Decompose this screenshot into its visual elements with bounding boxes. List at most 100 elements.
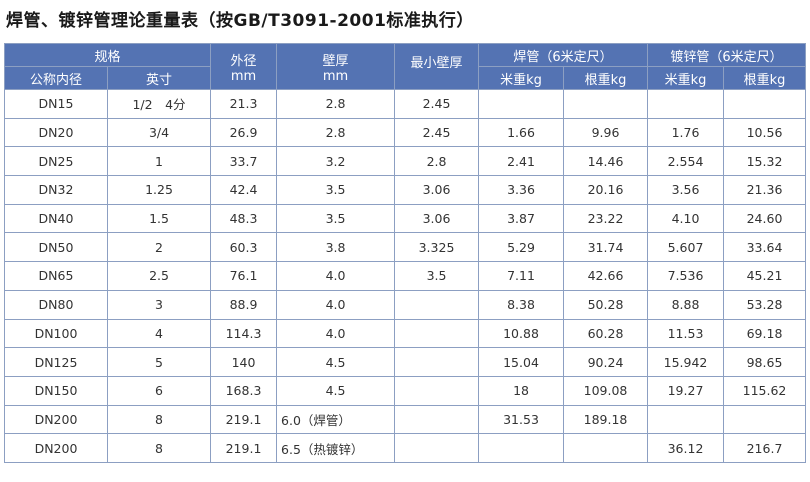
- cell-galv-per-m: 15.942: [647, 347, 725, 377]
- cell-wall: 4.5: [276, 347, 396, 377]
- cell-od: 219.1: [210, 433, 278, 463]
- cell-galv-per-m: 36.12: [647, 433, 725, 463]
- cell-welded-per-pc: 60.28: [563, 318, 649, 349]
- cell-inch: 2.5: [106, 261, 212, 291]
- cell-nominal: DN200: [4, 404, 108, 435]
- cell-galv-per-pc: 10.56: [723, 117, 807, 148]
- table-row: DN40 1.5 48.3 3.5 3.06 3.87 23.22 4.10 24.60: [4, 203, 807, 234]
- cell-wall: 3.5: [276, 175, 396, 205]
- header-welded-per-pc: 根重kg: [563, 66, 649, 90]
- cell-min-wall: [394, 404, 480, 435]
- cell-od: 60.3: [210, 232, 278, 263]
- cell-welded-per-m: 10.88: [478, 318, 565, 349]
- cell-galv-per-pc: 115.62: [723, 375, 807, 406]
- cell-nominal: DN125: [4, 347, 108, 377]
- cell-inch: 2: [106, 232, 212, 263]
- cell-galv-per-m: 19.27: [647, 375, 725, 406]
- cell-min-wall: 3.06: [394, 175, 480, 205]
- cell-nominal: DN25: [4, 146, 108, 177]
- cell-inch: 3/4: [106, 117, 212, 148]
- cell-galv-per-m: 5.607: [647, 232, 725, 263]
- table-row: DN100 4 114.3 4.0 10.88 60.28 11.53 69.18: [4, 318, 807, 349]
- cell-galv-per-pc: 53.28: [723, 289, 807, 320]
- table-row: DN150 6 168.3 4.5 18 109.08 19.27 115.62: [4, 375, 807, 406]
- cell-welded-per-pc: 50.28: [563, 289, 649, 320]
- cell-welded-per-m: [478, 433, 565, 463]
- cell-welded-per-pc: [563, 89, 649, 119]
- header-welded-per-m: 米重kg: [478, 66, 565, 90]
- weight-table: 规格 外径 mm 壁厚 mm 最小壁厚 焊管（6米定尺） 镀锌管（6米定尺） 公称内…: [3, 43, 807, 463]
- cell-wall: 4.5: [276, 375, 396, 406]
- cell-welded-per-pc: 109.08: [563, 375, 649, 406]
- cell-od: 42.4: [210, 175, 278, 205]
- cell-welded-per-m: 3.87: [478, 203, 565, 234]
- table-row: DN20 3/4 26.9 2.8 2.45 1.66 9.96 1.76 10.56: [4, 117, 807, 148]
- header-min-wall: 最小壁厚: [394, 43, 480, 90]
- cell-galv-per-m: 1.76: [647, 117, 725, 148]
- table-row: DN200 8 219.1 6.5（热镀锌） 36.12 216.7: [4, 433, 807, 463]
- cell-galv-per-pc: 98.65: [723, 347, 807, 377]
- cell-wall: 2.8: [276, 117, 396, 148]
- header-nominal: 公称内径: [4, 66, 108, 90]
- cell-nominal: DN150: [4, 375, 108, 406]
- header-spec: 规格: [3, 43, 212, 67]
- header-galv-per-m: 米重kg: [647, 66, 725, 90]
- table-row: DN80 3 88.9 4.0 8.38 50.28 8.88 53.28: [4, 289, 807, 320]
- cell-welded-per-m: 18: [478, 375, 565, 406]
- cell-welded-per-pc: 42.66: [563, 261, 649, 291]
- table-header: 规格 外径 mm 壁厚 mm 最小壁厚 焊管（6米定尺） 镀锌管（6米定尺） 公称内…: [3, 43, 807, 90]
- cell-welded-per-pc: 23.22: [563, 203, 649, 234]
- cell-min-wall: [394, 347, 480, 377]
- cell-galv-per-pc: 33.64: [723, 232, 807, 263]
- cell-od: 48.3: [210, 203, 278, 234]
- cell-min-wall: [394, 289, 480, 320]
- cell-welded-per-pc: 14.46: [563, 146, 649, 177]
- cell-galv-per-pc: 69.18: [723, 318, 807, 349]
- cell-nominal: DN40: [4, 203, 108, 234]
- cell-galv-per-pc: 216.7: [723, 433, 807, 463]
- cell-wall: 3.8: [276, 232, 396, 263]
- cell-wall: 4.0: [276, 261, 396, 291]
- cell-wall: 6.5（热镀锌）: [276, 433, 396, 463]
- cell-od: 219.1: [210, 404, 278, 435]
- cell-galv-per-m: 7.536: [647, 261, 725, 291]
- cell-galv-per-m: 8.88: [647, 289, 725, 320]
- cell-galv-per-pc: 24.60: [723, 203, 807, 234]
- cell-welded-per-m: 5.29: [478, 232, 565, 263]
- cell-galv-per-m: [647, 404, 725, 435]
- table-row: DN200 8 219.1 6.0（焊管） 31.53 189.18: [4, 404, 807, 435]
- cell-inch: 5: [106, 347, 212, 377]
- header-galvanized: 镀锌管（6米定尺）: [647, 43, 807, 67]
- cell-inch: 8: [106, 404, 212, 435]
- header-od: 外径 mm: [210, 43, 278, 90]
- cell-welded-per-pc: [563, 433, 649, 463]
- cell-inch: 8: [106, 433, 212, 463]
- table-row: DN50 2 60.3 3.8 3.325 5.29 31.74 5.607 33.64: [4, 232, 807, 263]
- cell-wall: 3.5: [276, 203, 396, 234]
- cell-welded-per-m: 3.36: [478, 175, 565, 205]
- cell-min-wall: 2.8: [394, 146, 480, 177]
- cell-nominal: DN15: [4, 89, 108, 119]
- cell-welded-per-m: [478, 89, 565, 119]
- cell-od: 88.9: [210, 289, 278, 320]
- cell-min-wall: [394, 318, 480, 349]
- cell-galv-per-m: 2.554: [647, 146, 725, 177]
- cell-min-wall: 3.5: [394, 261, 480, 291]
- cell-wall: 3.2: [276, 146, 396, 177]
- cell-galv-per-m: [647, 89, 725, 119]
- cell-welded-per-pc: 31.74: [563, 232, 649, 263]
- cell-galv-per-m: 3.56: [647, 175, 725, 205]
- cell-min-wall: 3.06: [394, 203, 480, 234]
- cell-welded-per-m: 31.53: [478, 404, 565, 435]
- cell-welded-per-pc: 189.18: [563, 404, 649, 435]
- table-row: DN125 5 140 4.5 15.04 90.24 15.942 98.65: [4, 347, 807, 377]
- cell-galv-per-pc: 21.36: [723, 175, 807, 205]
- cell-od: 26.9: [210, 117, 278, 148]
- cell-galv-per-pc: 45.21: [723, 261, 807, 291]
- cell-wall: 4.0: [276, 289, 396, 320]
- page-title: 焊管、镀锌管理论重量表（按GB/T3091-2001标准执行）: [6, 11, 474, 31]
- header-wall: 壁厚 mm: [276, 43, 396, 90]
- cell-galv-per-pc: [723, 404, 807, 435]
- cell-od: 21.3: [210, 89, 278, 119]
- cell-galv-per-m: 11.53: [647, 318, 725, 349]
